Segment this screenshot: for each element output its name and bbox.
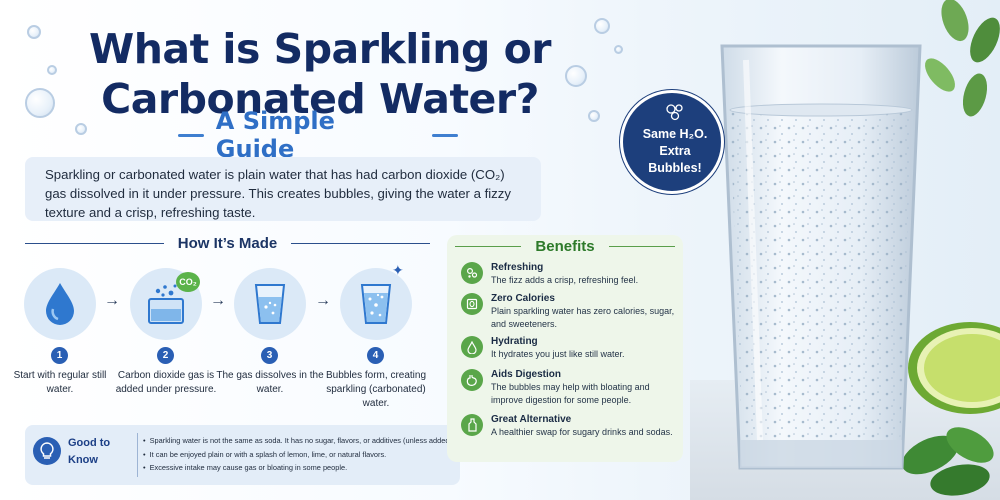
benefit-desc: Plain sparkling water has zero calories,… [491, 306, 675, 329]
how-its-made-heading: How It’s Made [25, 235, 430, 252]
glass-dissolving-icon [254, 284, 286, 324]
heading-rule [291, 242, 430, 245]
subtitle-row: A Simple Guide [178, 107, 458, 163]
lightbulb-icon [33, 437, 61, 465]
decor-bubble [27, 25, 41, 39]
decor-bubble [588, 110, 600, 122]
benefit-item: Zero Calories Plain sparkling water has … [461, 292, 681, 330]
step-4-number: 4 [367, 347, 384, 364]
good-to-know-title: Good to Know [68, 437, 111, 466]
badge-line-2: Extra [659, 144, 691, 158]
decor-bubble [594, 18, 610, 34]
subtitle-dash-right [432, 133, 458, 137]
step-1-circle [24, 268, 96, 340]
heading-rule [608, 245, 675, 248]
step-arrow-icon: → [104, 292, 120, 309]
sparkling-water-glass-image [720, 44, 922, 470]
badge-text: Same H₂O. Extra Bubbles! [629, 126, 721, 177]
step-1-number: 1 [51, 347, 68, 364]
decor-bubble [565, 65, 587, 87]
benefit-item: Great Alternative A healthier swap for s… [461, 413, 681, 439]
page-title: What is Sparkling or Carbonated Water? [88, 25, 552, 123]
step-arrow-icon: → [315, 292, 331, 309]
plant-leaves-image [925, 0, 1000, 117]
stomach-icon [461, 369, 483, 391]
bubbles-icon [666, 104, 683, 121]
how-its-made-title: How It’s Made [177, 235, 278, 252]
intro-text: Sparkling or carbonated water is plain w… [25, 157, 541, 221]
benefits-panel: Benefits Refreshing The fizz adds a cris… [447, 235, 683, 462]
decor-bubble [47, 65, 57, 75]
step-1-text: Start with regular still water. [13, 370, 107, 395]
badge-line-3: Bubbles! [648, 161, 702, 175]
decor-bubble [25, 88, 55, 118]
bubbles-icon [461, 262, 483, 284]
sparkling-glass-icon [360, 284, 392, 324]
benefit-title: Aids Digestion [491, 369, 562, 380]
heading-rule [25, 242, 164, 245]
benefit-item: Aids Digestion The bubbles may help with… [461, 368, 681, 406]
benefit-item: Hydrating It hydrates you just like stil… [461, 335, 681, 361]
mint-leaves-image [901, 427, 994, 496]
decor-bubble [75, 123, 87, 135]
benefit-title: Refreshing [491, 262, 544, 273]
good-to-know-box: Good to Know Sparkling water is not the … [25, 425, 460, 485]
co2-badge: CO₂ [176, 272, 200, 292]
benefit-title: Great Alternative [491, 414, 572, 425]
step-4-text: Bubbles form, creating sparkling (carbon… [325, 370, 427, 409]
step-2-text: Carbon dioxide gas is added under pressu… [115, 370, 217, 395]
good-to-know-list: Sparkling water is not the same as soda.… [143, 434, 455, 475]
benefits-heading: Benefits [455, 238, 675, 255]
badge-line-1: Same H₂O. [642, 127, 708, 141]
step-3-number: 3 [261, 347, 278, 364]
benefit-title: Zero Calories [491, 293, 555, 304]
water-drop-icon [461, 336, 483, 358]
benefit-desc: The bubbles may help with bloating and i… [491, 382, 650, 405]
same-h2o-badge: Same H₂O. Extra Bubbles! [620, 90, 724, 194]
lime-slice-image [908, 322, 1000, 414]
step-3-text: The gas dissolves in the water. [216, 370, 324, 395]
step-2-number: 2 [157, 347, 174, 364]
divider [137, 433, 138, 477]
heading-rule [455, 245, 522, 248]
benefit-desc: A healthier swap for sugary drinks and s… [491, 427, 673, 437]
benefit-desc: The fizz adds a crisp, refreshing feel. [491, 275, 639, 285]
subtitle-dash-left [178, 133, 204, 137]
zero-calorie-icon [461, 293, 483, 315]
list-item: Excessive intake may cause gas or bloati… [143, 461, 455, 475]
step-arrow-icon: → [210, 292, 226, 309]
sparkle-icon: ✦ [392, 262, 404, 278]
list-item: Sparkling water is not the same as soda.… [143, 434, 455, 448]
page-subtitle: A Simple Guide [215, 107, 335, 163]
benefit-item: Refreshing The fizz adds a crisp, refres… [461, 261, 681, 287]
decor-bubble [614, 45, 623, 54]
co2-bubbles-container-icon [148, 284, 184, 324]
benefit-title: Hydrating [491, 336, 538, 347]
water-drop-icon [46, 283, 74, 325]
step-3-circle [234, 268, 306, 340]
benefits-title: Benefits [535, 238, 595, 255]
step-4-circle [340, 268, 412, 340]
benefit-desc: It hydrates you just like still water. [491, 349, 625, 359]
list-item: It can be enjoyed plain or with a splash… [143, 448, 455, 462]
bottle-icon [461, 414, 483, 436]
